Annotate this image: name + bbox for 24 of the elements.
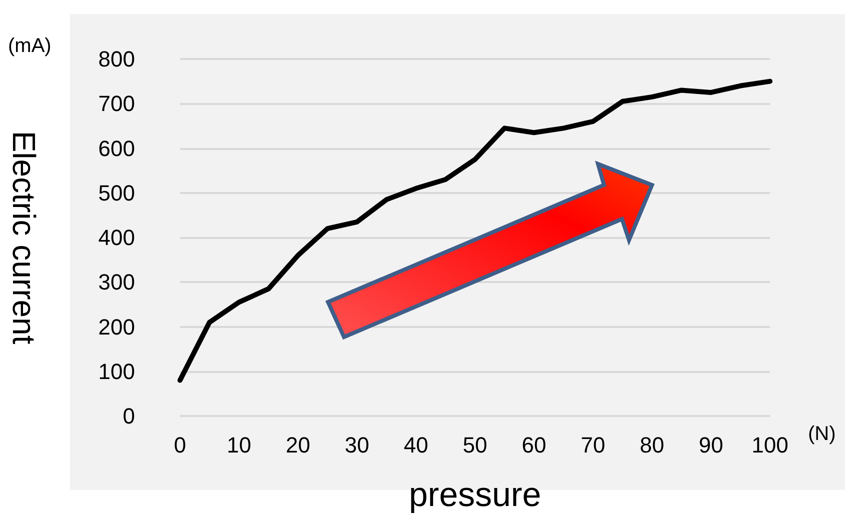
y-tick-label: 300 xyxy=(98,270,135,295)
x-tick-label: 100 xyxy=(752,432,788,458)
y-tick-label: 600 xyxy=(98,136,135,161)
x-tick-label: 70 xyxy=(580,432,606,458)
text: (N) xyxy=(808,423,836,445)
x-tick-label: 10 xyxy=(226,432,252,458)
y-tick-label: 0 xyxy=(122,404,135,428)
x-axis-title: pressure xyxy=(408,476,542,514)
text: (mA) xyxy=(8,35,52,57)
y-tick-label: 200 xyxy=(98,314,135,340)
y-tick-label: 500 xyxy=(98,180,135,206)
x-tick-label: 60 xyxy=(522,432,546,458)
x-tick-label: 80 xyxy=(640,432,664,458)
y-axis-title: Electric current xyxy=(6,130,42,344)
y-tick-label: 100 xyxy=(98,358,135,384)
x-tick-label: 0 xyxy=(174,432,186,458)
x-tick-label: 50 xyxy=(462,432,488,458)
x-tick-label: 40 xyxy=(404,432,428,458)
y-tick-label: 800 xyxy=(98,46,135,72)
y-tick-label: 400 xyxy=(98,225,135,250)
x-tick-label: 30 xyxy=(344,432,370,458)
x-tick-label: 90 xyxy=(698,432,724,458)
x-tick-label: 20 xyxy=(286,432,310,458)
y-tick-label: 700 xyxy=(98,91,135,116)
